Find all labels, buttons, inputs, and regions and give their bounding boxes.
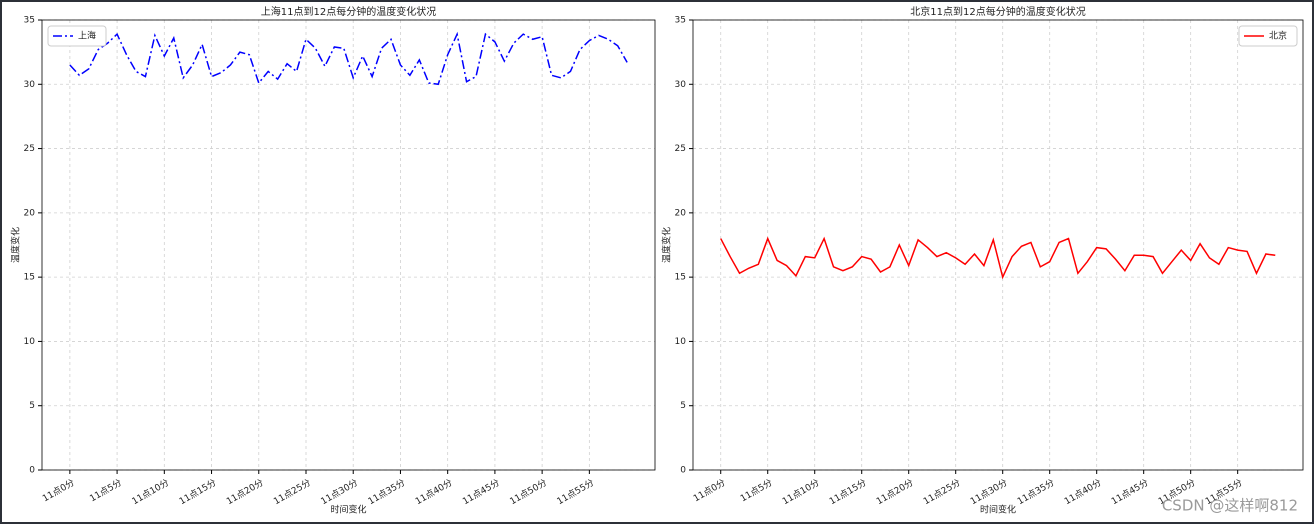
chart-title: 北京11点到12点每分钟的温度变化状况 xyxy=(910,5,1085,18)
y-axis-label: 温度变化 xyxy=(10,227,22,263)
plot-frame xyxy=(41,19,656,471)
y-axis-label: 温度变化 xyxy=(661,227,673,263)
y-tick-label: 35 xyxy=(675,16,686,26)
y-tick-label: 25 xyxy=(675,144,686,154)
y-tick-label: 20 xyxy=(24,208,36,218)
plot-frame xyxy=(692,19,1304,471)
y-tick-label: 15 xyxy=(675,273,686,283)
y-tick-label: 25 xyxy=(24,144,35,154)
legend xyxy=(47,25,107,47)
y-tick-label: 10 xyxy=(675,337,687,347)
chart-title: 上海11点到12点每分钟的温度变化状况 xyxy=(261,5,436,18)
y-tick-label: 35 xyxy=(24,16,35,26)
legend xyxy=(1238,25,1298,47)
legend-label: 北京 xyxy=(1269,30,1287,42)
y-tick-label: 20 xyxy=(675,208,687,218)
y-tick-label: 30 xyxy=(675,80,687,90)
legend-label: 上海 xyxy=(78,30,96,42)
y-tick-label: 0 xyxy=(29,466,35,476)
y-tick-label: 5 xyxy=(680,401,686,411)
y-tick-label: 10 xyxy=(24,337,36,347)
x-axis-label: 时间变化 xyxy=(980,504,1016,516)
y-tick-label: 30 xyxy=(24,80,36,90)
watermark: CSDN @这样啊812 xyxy=(1162,497,1298,515)
x-axis-label: 时间变化 xyxy=(330,504,366,516)
y-tick-label: 0 xyxy=(680,466,686,476)
data-line xyxy=(720,236,1276,280)
data-line xyxy=(69,31,628,86)
y-tick-label: 15 xyxy=(24,273,35,283)
y-tick-label: 5 xyxy=(29,401,35,411)
